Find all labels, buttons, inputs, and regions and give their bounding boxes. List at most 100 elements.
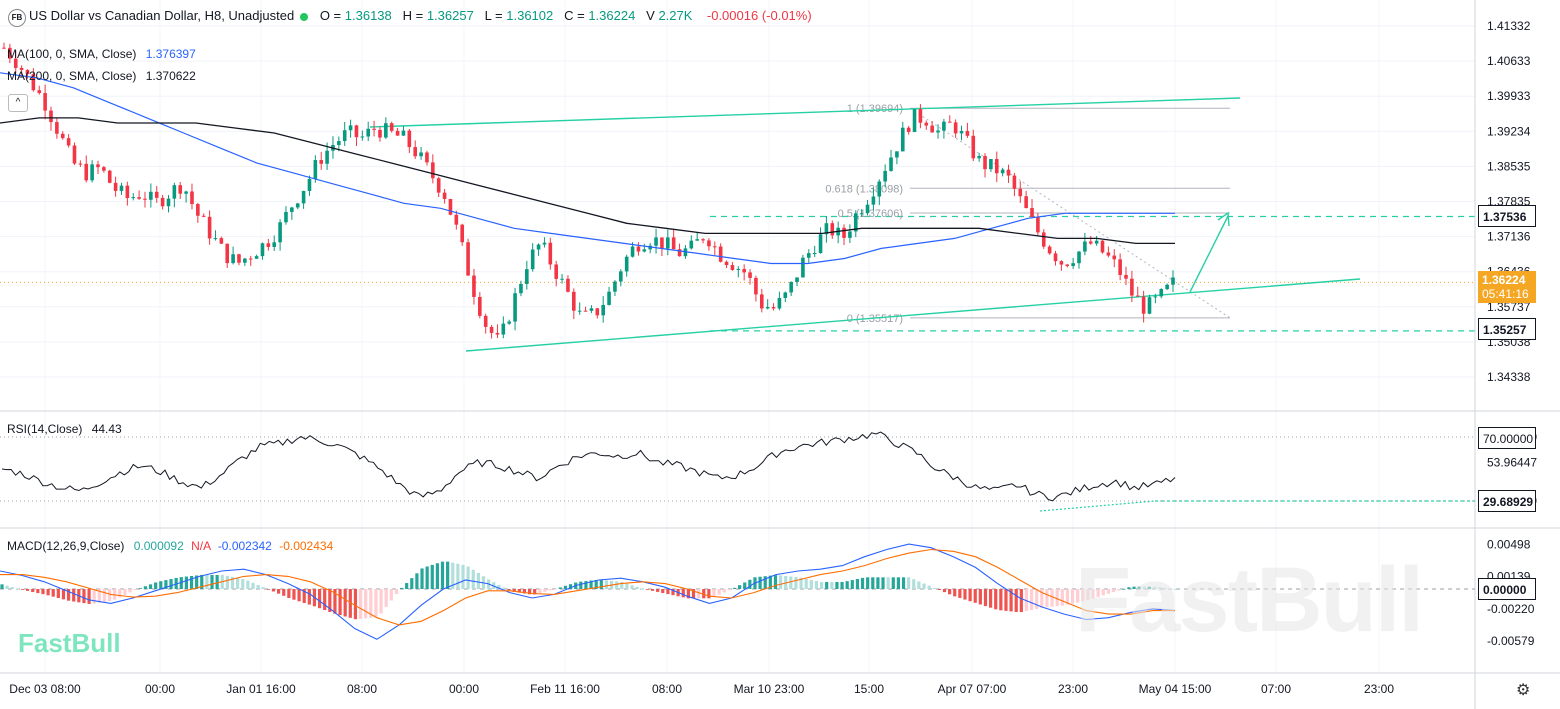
- macd-histogram-bar: [538, 589, 542, 594]
- macd-histogram-bar: [430, 564, 434, 589]
- ma100-legend[interactable]: MA(100, 0, SMA, Close) 1.376397: [7, 47, 196, 61]
- candle-body: [254, 256, 259, 259]
- candle-body: [1141, 296, 1146, 314]
- price-tick-label: 1.35737: [1487, 300, 1531, 314]
- candle-body: [1147, 297, 1152, 314]
- macd-histogram-bar: [1004, 589, 1008, 611]
- candle-body: [507, 321, 511, 324]
- candle-body: [977, 155, 981, 159]
- candle-body: [25, 69, 30, 75]
- macd-line: [0, 543, 1176, 640]
- candle-body: [178, 185, 183, 194]
- candle-body: [871, 196, 876, 205]
- macd-histogram-bar: [681, 589, 685, 598]
- watermark-large: FastBull: [1075, 549, 1424, 651]
- time-tick-label: 00:00: [449, 682, 479, 696]
- macd-histogram-bar: [148, 584, 153, 589]
- macd-histogram-bar: [323, 589, 327, 611]
- candle-body: [319, 160, 324, 164]
- fib-level-label: 0.5 (1.37606): [838, 208, 903, 220]
- macd-histogram-bar: [461, 564, 465, 589]
- candle-body: [642, 249, 647, 252]
- candle-body: [413, 147, 418, 157]
- candle-body: [613, 281, 617, 292]
- macd-histogram-bar: [968, 589, 972, 602]
- candle-body: [260, 243, 265, 257]
- macd-histogram-bar: [415, 573, 419, 589]
- candle-body: [912, 109, 917, 132]
- macd-tag-zero: 0.00000: [1478, 578, 1536, 600]
- macd-histogram-bar: [558, 587, 562, 589]
- candle-body: [1088, 241, 1093, 244]
- symbol-title[interactable]: US Dollar vs Canadian Dollar, H8, Unadju…: [29, 8, 295, 23]
- macd-histogram-bar: [850, 580, 854, 589]
- collapse-legend-icon[interactable]: ^: [8, 94, 28, 112]
- macd-histogram-bar: [825, 581, 829, 589]
- macd-histogram-bar: [476, 572, 480, 589]
- candle-body: [712, 246, 717, 248]
- macd-histogram-bar: [917, 581, 921, 589]
- candle-body: [1036, 216, 1040, 233]
- macd-histogram-bar: [1132, 586, 1136, 589]
- ma200-legend[interactable]: MA(200, 0, SMA, Close) 1.370622: [7, 69, 196, 83]
- candle-body: [595, 308, 600, 316]
- candle-body: [671, 237, 676, 250]
- candle-body: [454, 214, 459, 225]
- candle-body: [1159, 289, 1164, 297]
- rsi-legend[interactable]: RSI(14,Close) 44.43: [7, 422, 122, 436]
- candle-body: [936, 130, 940, 133]
- macd-histogram-bar: [159, 581, 163, 589]
- candle-body: [478, 296, 482, 316]
- macd-histogram-bar: [927, 585, 931, 589]
- macd-histogram-bar: [138, 588, 142, 589]
- candle-body: [566, 278, 570, 292]
- low-label: L =: [484, 8, 503, 23]
- macd-histogram-bar: [266, 589, 270, 590]
- macd-histogram-bar: [179, 577, 183, 589]
- macd-histogram-bar: [82, 589, 86, 604]
- candle-body: [237, 254, 241, 263]
- candle-body: [1118, 259, 1122, 275]
- macd-histogram-bar: [102, 589, 107, 602]
- market-open-dot: [300, 12, 309, 21]
- macd-histogram-bar: [871, 577, 875, 589]
- candle-body: [472, 275, 476, 297]
- macd-histogram-bar: [835, 581, 839, 589]
- candle-body: [407, 130, 412, 148]
- candle-body: [113, 182, 118, 191]
- price-tag-level-1: 1.37536: [1478, 205, 1536, 227]
- candle-body: [372, 128, 376, 130]
- macd-histogram-bar: [768, 575, 772, 589]
- fib-level-label: 1 (1.39694): [847, 103, 903, 115]
- macd-histogram-bar: [287, 589, 291, 598]
- macd-histogram-bar: [1152, 586, 1157, 589]
- macd-histogram-bar: [143, 586, 148, 589]
- macd-histogram-bar: [46, 589, 50, 596]
- macd-histogram-bar: [691, 589, 696, 599]
- macd-histogram-bar: [5, 585, 9, 589]
- candle-body: [1059, 261, 1064, 265]
- macd-histogram-bar: [1040, 589, 1044, 608]
- rsi-tag-70: 70.00000: [1478, 427, 1536, 449]
- macd-histogram-bar: [328, 589, 332, 612]
- macd-histogram-bar: [435, 563, 439, 589]
- candle-body: [572, 291, 576, 311]
- macd-histogram-bar: [881, 577, 885, 589]
- macd-histogram-bar: [896, 577, 900, 589]
- macd-histogram-bar: [640, 588, 644, 590]
- macd-histogram-bar: [594, 580, 598, 589]
- settings-gear-icon[interactable]: ⚙: [1516, 682, 1531, 699]
- macd-histogram-bar: [189, 576, 194, 589]
- volume-value: 2.27K: [658, 8, 693, 23]
- channel-top-line: [369, 97, 1241, 128]
- macd-histogram-bar: [666, 589, 670, 595]
- candle-body: [877, 181, 882, 197]
- candle-body: [313, 160, 318, 179]
- macd-legend[interactable]: MACD(12,26,9,Close) 0.000092 N/A -0.0023…: [7, 539, 333, 553]
- macd-histogram-bar: [251, 582, 255, 589]
- candle-body: [495, 332, 500, 335]
- macd-histogram-bar: [195, 575, 199, 589]
- macd-histogram-bar: [205, 574, 209, 589]
- macd-histogram-bar: [712, 589, 716, 597]
